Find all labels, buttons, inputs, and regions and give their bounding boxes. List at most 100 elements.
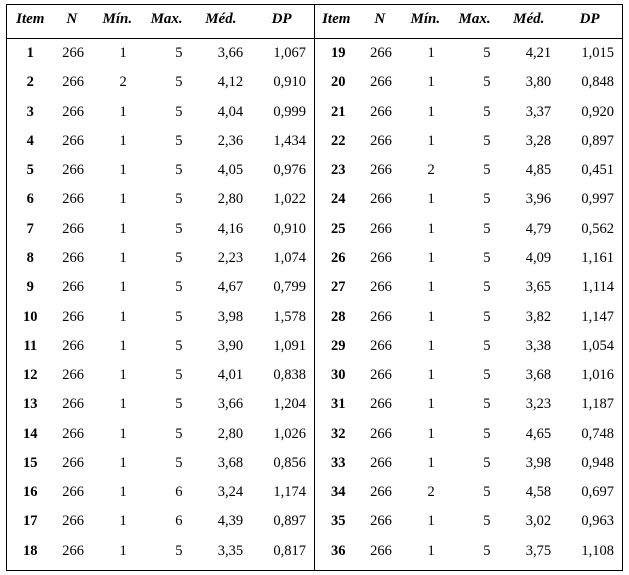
cell-med: 4,67 <box>193 273 250 302</box>
cell-dp: 0,817 <box>249 537 314 571</box>
cell-n: 266 <box>50 39 94 69</box>
cell-item: 1 <box>7 39 50 69</box>
cell-n: 266 <box>50 185 94 214</box>
cell-med: 3,66 <box>193 39 250 69</box>
cell-dp: 0,897 <box>557 127 622 156</box>
cell-med: 3,80 <box>500 68 557 97</box>
cell-min: 1 <box>94 39 141 69</box>
cell-item: 16 <box>7 478 50 507</box>
cell-item: 10 <box>7 302 50 331</box>
cell-min: 1 <box>94 419 141 448</box>
cell-n: 266 <box>50 332 94 361</box>
cell-item: 35 <box>314 507 357 536</box>
cell-item: 4 <box>7 127 50 156</box>
table-row: 17266164,390,89735266153,020,963 <box>7 507 623 536</box>
col-max-right: Max. <box>449 5 501 39</box>
cell-dp: 0,897 <box>249 507 314 536</box>
cell-med: 4,79 <box>500 215 557 244</box>
table-row: 12266154,010,83830266153,681,016 <box>7 361 623 390</box>
cell-max: 5 <box>141 244 193 273</box>
cell-min: 1 <box>94 537 141 571</box>
col-dp-right: DP <box>557 5 622 39</box>
cell-min: 1 <box>94 273 141 302</box>
cell-max: 5 <box>449 537 501 571</box>
cell-max: 5 <box>449 127 501 156</box>
cell-med: 3,28 <box>500 127 557 156</box>
cell-n: 266 <box>358 332 402 361</box>
cell-max: 5 <box>449 185 501 214</box>
table-row: 7266154,160,91025266154,790,562 <box>7 215 623 244</box>
cell-item: 34 <box>314 478 357 507</box>
cell-med: 3,98 <box>193 302 250 331</box>
cell-min: 1 <box>402 449 449 478</box>
cell-min: 1 <box>94 390 141 419</box>
cell-dp: 1,161 <box>557 244 622 273</box>
cell-med: 3,02 <box>500 507 557 536</box>
cell-item: 13 <box>7 390 50 419</box>
cell-dp: 0,838 <box>249 361 314 390</box>
cell-max: 5 <box>141 215 193 244</box>
cell-min: 1 <box>94 449 141 478</box>
cell-n: 266 <box>358 273 402 302</box>
cell-n: 266 <box>50 244 94 273</box>
cell-n: 266 <box>358 127 402 156</box>
cell-n: 266 <box>358 39 402 69</box>
cell-max: 5 <box>141 361 193 390</box>
cell-n: 266 <box>50 127 94 156</box>
cell-max: 5 <box>449 507 501 536</box>
table-row: 2266254,120,91020266153,800,848 <box>7 68 623 97</box>
cell-n: 266 <box>50 419 94 448</box>
cell-med: 2,80 <box>193 185 250 214</box>
cell-med: 4,05 <box>193 156 250 185</box>
cell-med: 3,37 <box>500 98 557 127</box>
cell-n: 266 <box>50 98 94 127</box>
cell-max: 5 <box>141 98 193 127</box>
cell-dp: 0,999 <box>249 98 314 127</box>
cell-item: 2 <box>7 68 50 97</box>
cell-n: 266 <box>50 361 94 390</box>
cell-item: 36 <box>314 537 357 571</box>
cell-min: 2 <box>402 478 449 507</box>
cell-max: 5 <box>449 156 501 185</box>
cell-max: 5 <box>449 332 501 361</box>
cell-med: 4,58 <box>500 478 557 507</box>
cell-min: 1 <box>402 98 449 127</box>
cell-dp: 1,174 <box>249 478 314 507</box>
col-med-right: Méd. <box>500 5 557 39</box>
cell-item: 11 <box>7 332 50 361</box>
cell-n: 266 <box>358 68 402 97</box>
cell-med: 3,90 <box>193 332 250 361</box>
cell-min: 1 <box>94 127 141 156</box>
cell-max: 5 <box>141 302 193 331</box>
col-item-left: Item <box>7 5 50 39</box>
table-row: 5266154,050,97623266254,850,451 <box>7 156 623 185</box>
cell-med: 3,75 <box>500 537 557 571</box>
cell-max: 5 <box>141 449 193 478</box>
cell-max: 6 <box>141 478 193 507</box>
cell-min: 1 <box>94 98 141 127</box>
cell-dp: 0,910 <box>249 68 314 97</box>
cell-n: 266 <box>358 156 402 185</box>
cell-min: 1 <box>94 215 141 244</box>
cell-med: 3,65 <box>500 273 557 302</box>
cell-n: 266 <box>50 537 94 571</box>
cell-min: 1 <box>94 332 141 361</box>
cell-min: 1 <box>402 185 449 214</box>
col-med-left: Méd. <box>193 5 250 39</box>
cell-max: 5 <box>449 273 501 302</box>
cell-med: 3,24 <box>193 478 250 507</box>
table-row: 14266152,801,02632266154,650,748 <box>7 419 623 448</box>
table-row: 18266153,350,81736266153,751,108 <box>7 537 623 571</box>
cell-dp: 1,067 <box>249 39 314 69</box>
cell-dp: 0,451 <box>557 156 622 185</box>
cell-n: 266 <box>358 390 402 419</box>
cell-n: 266 <box>358 302 402 331</box>
cell-max: 5 <box>449 68 501 97</box>
cell-med: 4,04 <box>193 98 250 127</box>
cell-dp: 1,074 <box>249 244 314 273</box>
cell-max: 5 <box>141 39 193 69</box>
cell-max: 5 <box>449 302 501 331</box>
cell-max: 5 <box>141 127 193 156</box>
cell-dp: 1,054 <box>557 332 622 361</box>
cell-med: 3,68 <box>500 361 557 390</box>
